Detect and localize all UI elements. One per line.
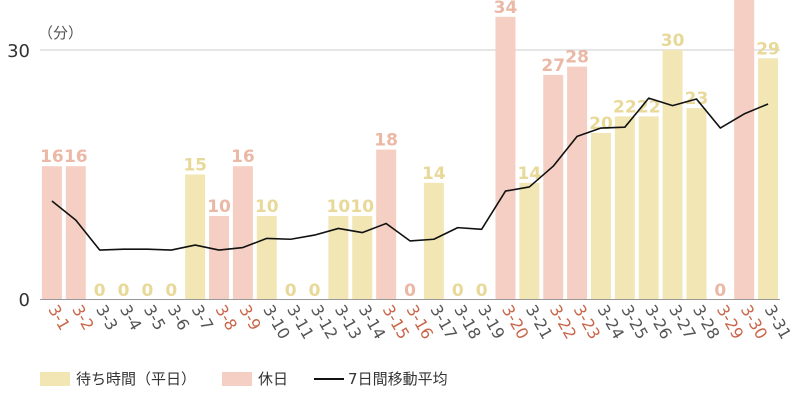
bar (590, 133, 611, 299)
legend-swatch-weekday (40, 371, 70, 386)
data-label: 0 (452, 281, 464, 301)
data-label: 16 (231, 147, 255, 167)
y-tick-label: 0 (19, 290, 30, 311)
data-label: 14 (518, 164, 542, 184)
data-label: 0 (118, 281, 130, 301)
data-label: 0 (476, 281, 488, 301)
bar (734, 0, 755, 300)
data-label: 0 (309, 281, 321, 301)
bar (686, 108, 707, 299)
bar (614, 116, 635, 300)
data-label: 30 (661, 31, 685, 51)
moving-average-layer (51, 97, 769, 251)
legend-item-weekday: 待ち時間（平日） (40, 368, 196, 389)
data-label: 0 (285, 281, 297, 301)
bar (209, 216, 230, 299)
data-label: 29 (756, 39, 780, 59)
legend-swatch-average (314, 377, 345, 380)
bar (185, 174, 206, 299)
data-label: 27 (541, 56, 565, 76)
data-label: 0 (714, 281, 726, 301)
legend-label-holiday: 休日 (258, 370, 289, 388)
data-label: 10 (255, 197, 279, 217)
data-label: 14 (422, 164, 446, 184)
bar (519, 182, 540, 299)
legend-item-holiday: 休日 (222, 368, 288, 389)
bar (638, 116, 659, 300)
bar (758, 58, 779, 299)
data-label: 0 (404, 281, 416, 301)
legend-label-weekday: 待ち時間（平日） (76, 370, 197, 388)
x-tick-label: 3-9 (235, 302, 265, 334)
x-tick-label: 3-7 (188, 302, 218, 334)
x-tick-label: 3-8 (212, 302, 242, 334)
data-label: 10 (350, 197, 374, 217)
x-tick-label: 3-6 (164, 302, 194, 334)
data-label: 28 (565, 48, 589, 68)
data-label: 20 (589, 114, 613, 134)
x-tick-label: 3-5 (140, 302, 170, 334)
bars-layer (41, 0, 779, 300)
data-label: 0 (94, 281, 106, 301)
legend: 待ち時間（平日） 休日 7日間移動平均 (40, 368, 474, 389)
x-tick-label: 3-2 (68, 302, 98, 334)
bar (662, 50, 683, 299)
bar (256, 216, 277, 299)
data-label: 16 (40, 147, 64, 167)
x-tick-label: 3-3 (92, 302, 122, 334)
y-unit-label: （分） (38, 24, 83, 42)
x-tick-label: 3-1 (44, 302, 74, 334)
bar (495, 16, 516, 300)
bar (65, 166, 86, 299)
data-label: 22 (637, 97, 661, 117)
x-tick-label: 3-4 (116, 302, 146, 334)
bar (567, 66, 588, 299)
y-tick-label: 30 (7, 41, 30, 62)
data-label: 0 (165, 281, 177, 301)
data-label: 15 (183, 156, 207, 176)
data-label: 10 (207, 197, 231, 217)
data-label: 22 (613, 97, 637, 117)
data-label: 16 (64, 147, 88, 167)
bar (41, 166, 62, 299)
legend-item-average: 7日間移動平均 (314, 368, 448, 389)
legend-label-average: 7日間移動平均 (348, 370, 448, 388)
data-label: 34 (494, 0, 518, 18)
data-label: 10 (327, 197, 351, 217)
bar (423, 182, 444, 299)
moving-average-line (51, 97, 769, 251)
bar (232, 166, 253, 299)
data-label: 0 (141, 281, 153, 301)
bar (352, 216, 373, 299)
legend-swatch-holiday (222, 371, 253, 386)
data-label: 18 (374, 131, 398, 151)
bar (328, 216, 349, 299)
bar (543, 74, 564, 300)
